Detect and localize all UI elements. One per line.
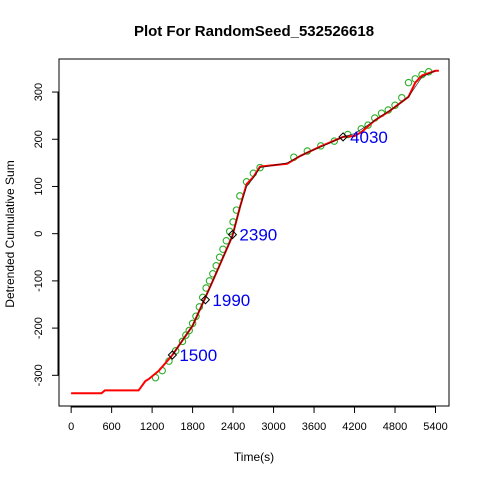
y-tick-label: -300 — [33, 364, 45, 386]
chart-title: Plot For RandomSeed_532526618 — [134, 23, 374, 40]
data-point — [364, 121, 372, 129]
overlay-line — [172, 70, 436, 356]
x-tick-label: 4200 — [342, 421, 366, 433]
y-tick-label: 200 — [33, 130, 45, 148]
x-tick-label: 1800 — [180, 421, 204, 433]
changepoints: 1500 1990 2390 4030 — [167, 128, 388, 365]
plot-frame — [58, 58, 450, 407]
x-tick-label: 600 — [102, 421, 120, 433]
changepoint-marker — [227, 229, 238, 240]
x-tick-label: 2400 — [221, 421, 245, 433]
y-tick-label: -100 — [33, 270, 45, 292]
x-tick-label: 0 — [68, 421, 74, 433]
x-axis-label: Time(s) — [234, 450, 274, 464]
y-axis-label: Detrended Cumulative Sum — [3, 160, 17, 307]
x-axis: 0 600 1200 1800 2400 3000 3600 4200 4800 5400 — [68, 406, 448, 433]
y-tick-label: 100 — [33, 177, 45, 195]
changepoint-label: 1990 — [212, 291, 250, 310]
data-point — [256, 163, 264, 172]
x-tick-label: 1200 — [140, 421, 164, 433]
y-tick-label: -200 — [33, 317, 45, 339]
data-point — [185, 326, 193, 335]
changepoint-label: 4030 — [350, 128, 388, 147]
changepoint-label: 2390 — [239, 226, 277, 245]
y-tick-label: 0 — [33, 231, 45, 237]
y-axis: -300 -200 -100 0 100 200 300 — [33, 83, 59, 386]
overlay-line-series — [172, 70, 436, 356]
plot-border — [58, 58, 450, 407]
x-tick-label: 5400 — [423, 421, 447, 433]
changepoint-label: 1500 — [179, 346, 217, 365]
data-point — [404, 78, 413, 87]
x-tick-label: 3000 — [261, 421, 285, 433]
changepoint-marker — [167, 350, 178, 360]
changepoint-marker — [338, 132, 348, 142]
marker-series — [151, 67, 433, 382]
data-point — [178, 337, 187, 346]
x-tick-label: 3600 — [302, 421, 326, 433]
y-tick-label: 300 — [33, 83, 45, 101]
changepoint-marker — [200, 295, 211, 305]
x-tick-label: 4800 — [383, 421, 407, 433]
